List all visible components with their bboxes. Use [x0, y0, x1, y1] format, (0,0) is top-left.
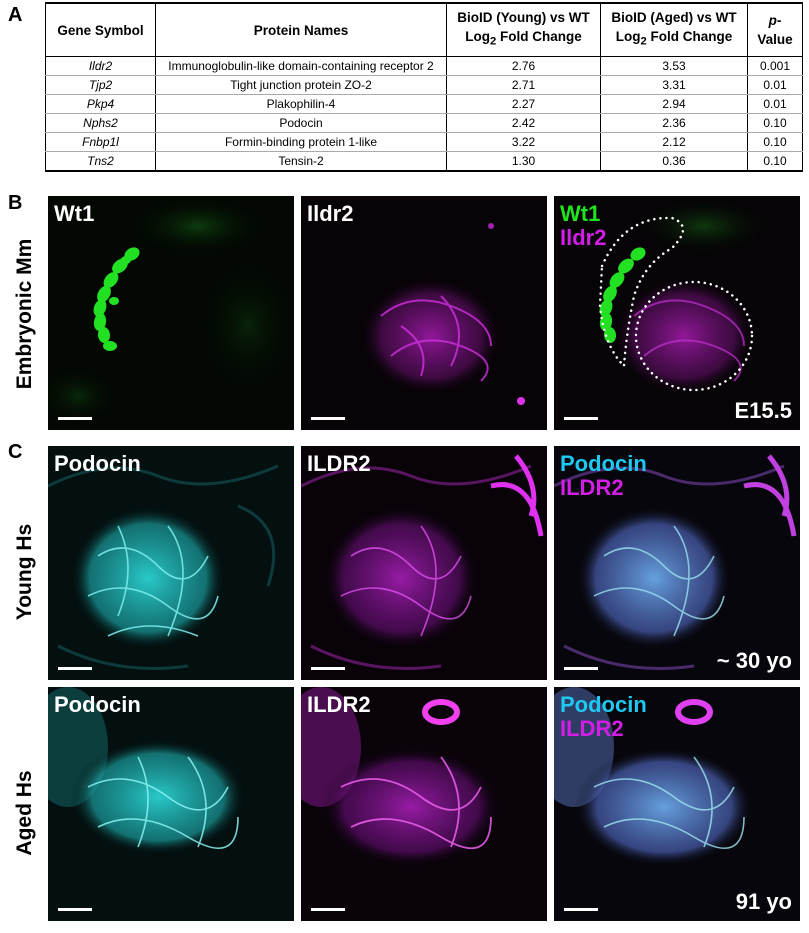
- scale-bar: [58, 667, 92, 670]
- table-row: Ildr2 Immunoglobulin-like domain-containi…: [45, 56, 803, 76]
- row-label-aged: Aged Hs: [13, 770, 36, 856]
- micrograph-aged-ildr2: ILDR2: [301, 687, 547, 921]
- row-label-young: Young Hs: [13, 523, 36, 621]
- channel-label-merge-wt1: Wt1: [560, 201, 601, 226]
- dotted-outline: [598, 216, 754, 392]
- micrograph-aged-podocin: Podocin: [48, 687, 294, 921]
- micrograph-image: [554, 687, 800, 921]
- micrograph-image: [301, 446, 547, 680]
- micrograph-embryonic-wt1: Wt1: [48, 196, 294, 430]
- channel-label-merge-podocin: Podocin: [560, 692, 647, 717]
- channel-label-merge-ildr2: ILDR2: [560, 716, 624, 741]
- age-label: ~ 30 yo: [716, 648, 792, 673]
- table-row: Tjp2 Tight junction protein ZO-2 2.71 3.31 0…: [45, 75, 803, 95]
- header-gene-symbol: Gene Symbol: [45, 2, 156, 57]
- scale-bar: [564, 417, 598, 420]
- scale-bar: [311, 667, 345, 670]
- scale-bar: [311, 908, 345, 911]
- header-protein-names: Protein Names: [155, 2, 447, 57]
- channel-label-ildr2: Ildr2: [307, 201, 354, 226]
- gene-table: Gene Symbol Protein Names BioID (Young) …: [45, 2, 803, 172]
- micrograph-image: [554, 196, 800, 430]
- channel-label-ildr2: ILDR2: [307, 451, 371, 476]
- age-label: 91 yo: [735, 889, 792, 914]
- channel-label-ildr2: ILDR2: [307, 692, 371, 717]
- scale-bar: [564, 667, 598, 670]
- channel-label-podocin: Podocin: [54, 692, 141, 717]
- panel-label-b: B: [8, 192, 23, 214]
- age-label: E15.5: [734, 398, 793, 423]
- scale-bar: [311, 417, 345, 420]
- scale-bar: [58, 908, 92, 911]
- channel-label-merge-podocin: Podocin: [560, 451, 647, 476]
- table-row: Nphs2 Podocin 2.42 2.36 0.10: [45, 113, 803, 133]
- micrograph-young-merge: Podocin ILDR2 ~ 30 yo: [554, 446, 800, 680]
- channel-label-podocin: Podocin: [54, 451, 141, 476]
- channel-label-merge-ildr2: Ildr2: [560, 225, 607, 250]
- micrograph-image: [301, 687, 547, 921]
- scale-bar: [564, 908, 598, 911]
- row-label-embryonic: Embryonic Mm: [13, 238, 36, 390]
- micrograph-embryonic-merge: Wt1 Ildr2 E15.5: [554, 196, 800, 430]
- micrograph-image: [48, 196, 294, 430]
- micrograph-image: [48, 446, 294, 680]
- micrograph-aged-merge: Podocin ILDR2 91 yo: [554, 687, 800, 921]
- panel-label-c: C: [8, 441, 23, 463]
- channel-label-wt1: Wt1: [54, 201, 95, 226]
- table-row: Pkp4 Plakophilin-4 2.27 2.94 0.01: [45, 94, 803, 114]
- header-p-value: p-Value: [747, 2, 803, 57]
- micrograph-image: [301, 196, 547, 430]
- header-aged-fold-change: BioID (Aged) vs WT Log2 Fold Change: [600, 2, 748, 57]
- table-row: Fnbp1l Formin-binding protein 1-like 3.22 2…: [45, 132, 803, 152]
- header-young-fold-change: BioID (Young) vs WT Log2 Fold Change: [446, 2, 601, 57]
- micrograph-image: [554, 446, 800, 680]
- table-row: Tns2 Tensin-2 1.30 0.36 0.10: [45, 151, 803, 172]
- micrograph-embryonic-ildr2: Ildr2: [301, 196, 547, 430]
- micrograph-young-podocin: Podocin: [48, 446, 294, 680]
- micrograph-young-ildr2: ILDR2: [301, 446, 547, 680]
- channel-label-merge-ildr2: ILDR2: [560, 475, 624, 500]
- table-header-row: Gene Symbol Protein Names BioID (Young) …: [45, 2, 803, 57]
- micrograph-image: [48, 687, 294, 921]
- scale-bar: [58, 417, 92, 420]
- panel-label-a: A: [8, 4, 23, 26]
